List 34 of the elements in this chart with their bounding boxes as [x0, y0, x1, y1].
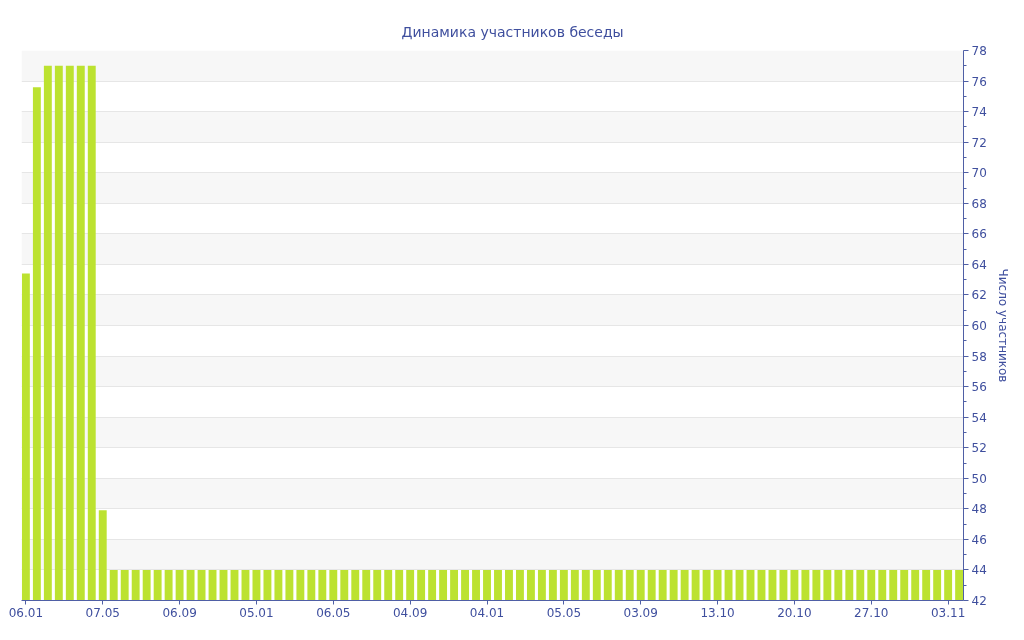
- y-tick-label: 44: [971, 563, 987, 578]
- x-tick-label: 05.01: [239, 605, 274, 620]
- y-tick-label: 68: [971, 196, 987, 211]
- chart-title: Динамика участников беседы: [401, 23, 624, 40]
- x-tick-label: 03.11: [930, 605, 966, 620]
- x-tick-label: 20.10: [777, 605, 812, 620]
- x-tick-label: 03.09: [623, 605, 658, 620]
- x-tick-label: 06.09: [162, 605, 197, 620]
- y-tick-label: 50: [971, 471, 987, 486]
- y-tick-label: 64: [971, 257, 987, 272]
- y-tick-label: 70: [971, 166, 987, 181]
- y-tick-label: 74: [971, 105, 987, 120]
- x-tick-label: 04.09: [392, 605, 428, 620]
- y-tick-label: 46: [971, 532, 987, 547]
- x-tick-label: 06.01: [8, 605, 44, 620]
- x-tick-label: 04.01: [469, 605, 505, 620]
- y-tick-label: 58: [971, 349, 987, 364]
- y-tick-label: 66: [971, 227, 987, 242]
- x-tick-label: 05.05: [546, 605, 582, 620]
- y-tick-label: 42: [971, 594, 987, 608]
- y-tick-label: 48: [971, 502, 987, 517]
- y-tick-label: 78: [971, 44, 987, 58]
- x-tick-label: 27.10: [854, 605, 889, 620]
- x-tick-label: 06.05: [316, 605, 351, 620]
- x-tick-label: 13.10: [700, 605, 735, 620]
- y-axis-title: Число участников: [995, 268, 1010, 383]
- y-tick-label: 76: [971, 74, 987, 89]
- y-tick-label: 56: [971, 380, 987, 395]
- y-tick-label: 72: [971, 135, 987, 150]
- y-tick-label: 52: [971, 441, 987, 456]
- y-tick-label: 60: [971, 319, 987, 333]
- y-tick-label: 62: [971, 288, 987, 303]
- y-tick-label: 54: [971, 410, 987, 425]
- x-tick-label: 07.05: [85, 605, 120, 620]
